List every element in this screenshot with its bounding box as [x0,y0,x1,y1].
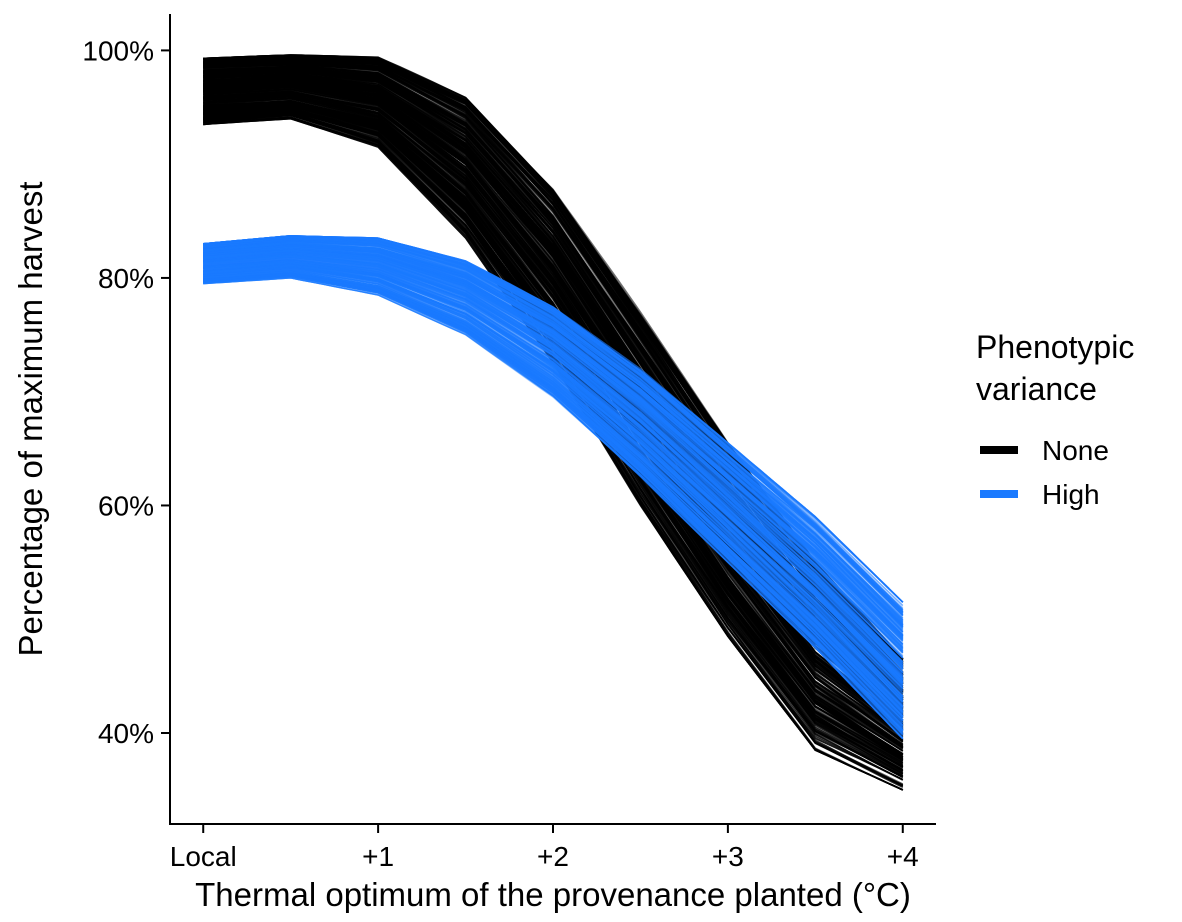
series-none [203,54,904,791]
x-tick-label: Local [170,841,237,872]
series-line-high [203,244,904,612]
series-line-high [203,258,904,697]
series-line-high [203,247,904,634]
series-line-high [203,249,904,649]
series-line-high [203,264,904,681]
y-tick-label: 80% [98,263,154,294]
series-line-high [203,266,904,699]
legend: Phenotypic variance None High [976,329,1134,510]
series-line-high [203,241,904,616]
x-tick-label: +4 [887,841,919,872]
legend-title-line-1: Phenotypic [976,329,1134,365]
series-line-high [203,247,904,628]
series-line-none [203,91,904,737]
series-line-high [203,257,904,665]
x-tick-label: +3 [712,841,744,872]
series-line-none [203,100,904,737]
legend-label-high: High [1042,479,1100,510]
series-line-high [203,250,904,670]
series-line-high [203,242,904,631]
x-axis-title: Thermal optimum of the provenance plante… [195,876,911,913]
series-line-high [203,275,904,731]
y-axis-title: Percentage of maximum harvest [12,181,49,656]
legend-label-none: None [1042,435,1109,466]
plot-lines [203,54,904,791]
x-ticks: Local +1 +2 +3 +4 [170,824,919,872]
series-line-high [203,244,904,633]
series-line-high [203,235,904,617]
axes: Local +1 +2 +3 +4 40% 60% 80% 100% [82,14,936,872]
series-line-high [203,268,904,717]
series-line-high [203,270,904,719]
y-tick-label: 40% [98,718,154,749]
series-line-high [203,242,904,623]
series-line-high [203,273,904,721]
legend-title-line-2: variance [976,371,1097,407]
series-line-high [203,273,904,729]
series-line-high [203,252,904,666]
series-line-high [203,277,904,731]
y-ticks: 40% 60% 80% 100% [82,35,170,749]
series-line-high [203,256,904,680]
series-line-high [203,255,904,653]
series-line-high [203,257,904,674]
series-high [203,235,904,740]
series-line-high [203,255,904,683]
legend-entries: None High [980,435,1109,510]
series-line-none [203,93,904,734]
y-tick-label: 60% [98,490,154,521]
y-tick-label: 100% [82,35,154,66]
series-line-high [203,272,904,740]
series-line-high [203,242,904,632]
series-line-high [203,242,904,648]
x-tick-label: +2 [537,841,569,872]
series-line-none [203,82,904,735]
series-line-high [203,262,904,700]
x-tick-label: +1 [362,841,394,872]
